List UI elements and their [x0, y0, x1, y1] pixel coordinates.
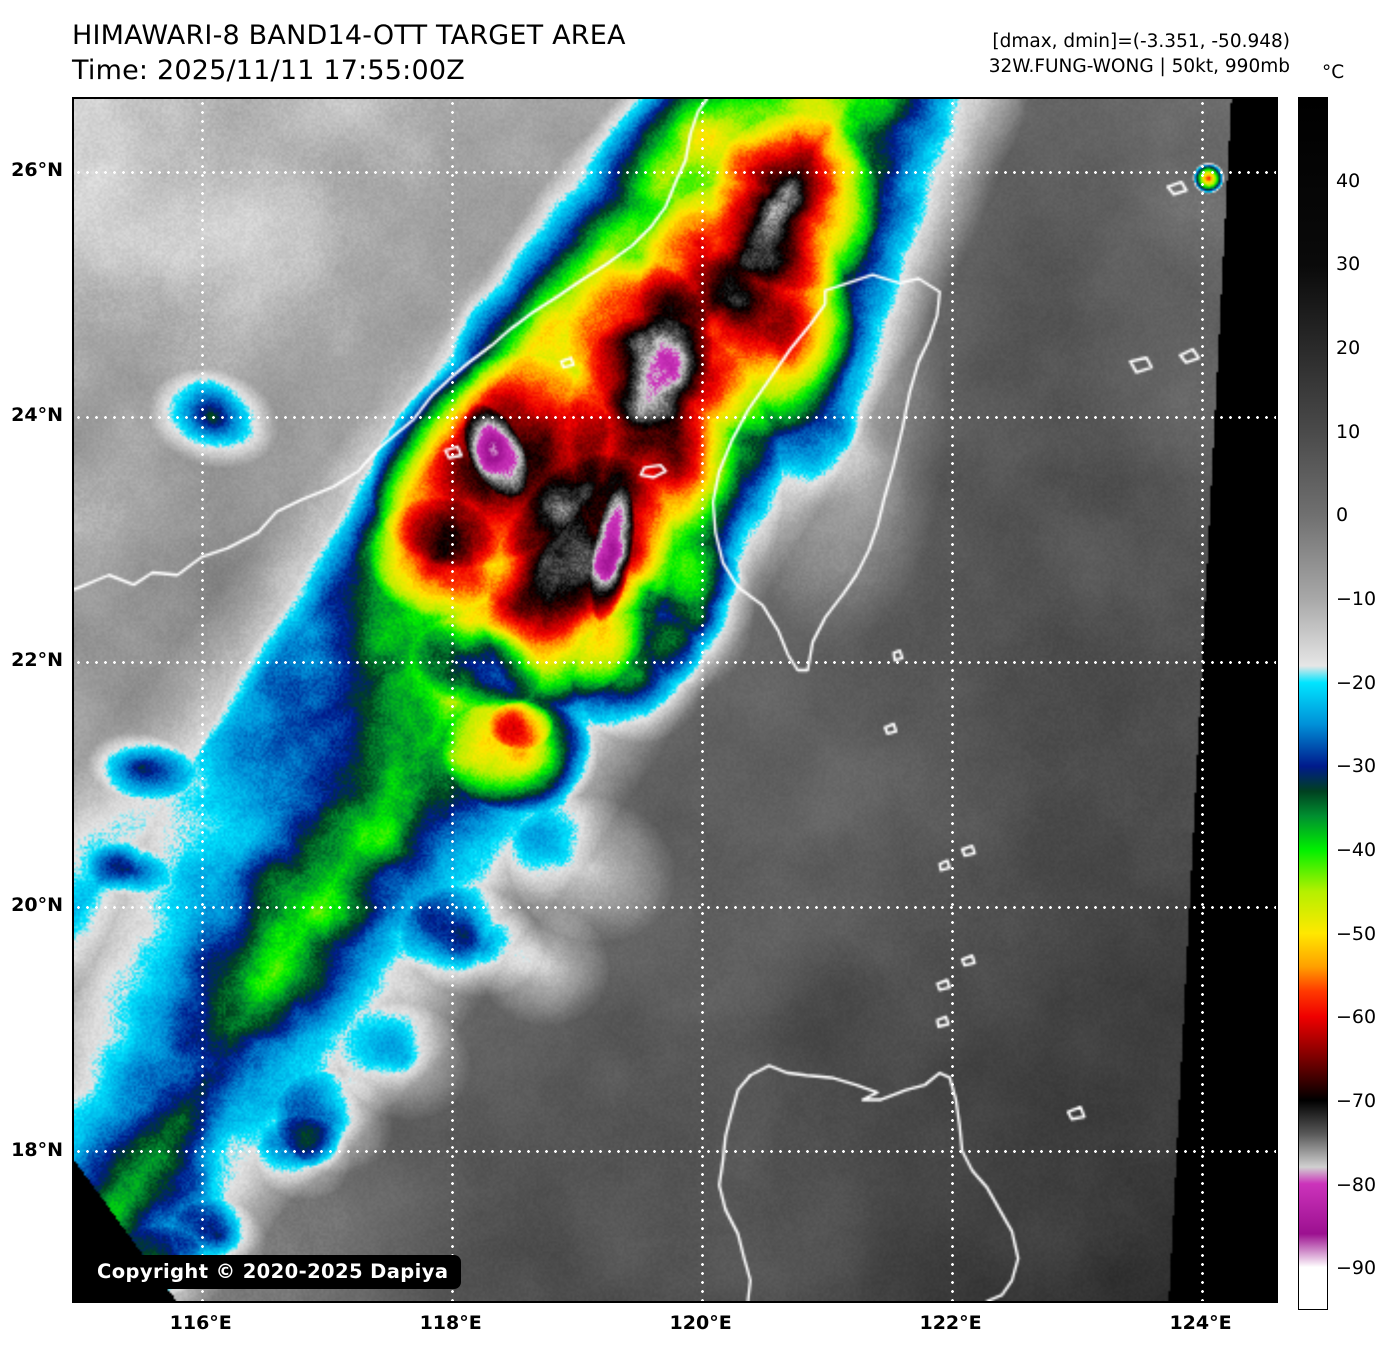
satellite-image-plot[interactable]: Copyright © 2020-2025 Dapiya — [72, 97, 1278, 1303]
colorbar-tick-label: −60 — [1336, 1006, 1377, 1029]
satellite-imagery-canvas-wrap — [74, 99, 1276, 1301]
colorbar-tick-label: −80 — [1336, 1173, 1377, 1196]
y-axis-tick-label: 22°N — [11, 649, 63, 672]
y-axis-tick-label: 24°N — [11, 404, 63, 427]
colorbar-unit-label: °C — [1322, 62, 1345, 83]
colorbar-tick-label: −10 — [1336, 587, 1377, 610]
x-axis-tick-label: 120°E — [669, 1312, 732, 1334]
colorbar-tick-label: −50 — [1336, 922, 1377, 945]
satellite-imagery-canvas — [74, 99, 1276, 1301]
title-text: HIMAWARI-8 BAND14-OTT TARGET AREA — [72, 20, 626, 51]
colorbar-tick-label: 40 — [1336, 169, 1361, 192]
y-axis-tick-label: 20°N — [11, 894, 63, 917]
storm-info-text: 32W.FUNG-WONG | 50kt, 990mb — [988, 55, 1290, 77]
y-axis-tick-label: 26°N — [11, 159, 63, 182]
colorbar-tick-label: −20 — [1336, 671, 1377, 694]
colorbar-tick-label: 0 — [1336, 504, 1349, 527]
colorbar-tick-label: −90 — [1336, 1257, 1377, 1280]
y-axis-tick-label: 18°N — [11, 1138, 63, 1161]
metadata-block: [dmax, dmin]=(-3.351, -50.948) 32W.FUNG-… — [989, 30, 1290, 80]
copyright-badge: Copyright © 2020-2025 Dapiya — [84, 1255, 462, 1289]
x-axis-tick-label: 124°E — [1169, 1312, 1232, 1334]
page-title: HIMAWARI-8 BAND14-OTT TARGET AREA Time: … — [72, 18, 626, 88]
colorbar-tick-label: −40 — [1336, 838, 1377, 861]
colorbar-tick-label: 10 — [1336, 420, 1361, 443]
colorbar-tick-label: −30 — [1336, 755, 1377, 778]
x-axis-tick-label: 116°E — [169, 1312, 232, 1334]
timestamp-text: Time: 2025/11/11 17:55:00Z — [72, 55, 465, 87]
colorbar-gradient — [1299, 98, 1327, 1309]
colorbar-tick-label: 20 — [1336, 336, 1361, 359]
colorbar-tick-label: −70 — [1336, 1089, 1377, 1112]
x-axis-tick-label: 122°E — [919, 1312, 982, 1334]
dmax-dmin-text: [dmax, dmin]=(-3.351, -50.948) — [992, 31, 1290, 52]
colorbar — [1298, 97, 1328, 1310]
colorbar-tick-label: 30 — [1336, 253, 1361, 276]
x-axis-tick-label: 118°E — [419, 1312, 482, 1334]
